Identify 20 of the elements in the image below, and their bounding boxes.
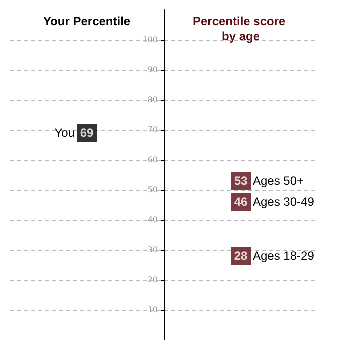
x-tick-label: Percentile score by age (192, 14, 290, 44)
data-label: 28 (234, 249, 248, 263)
y-tick-label: 70 (148, 126, 158, 134)
y-tick-label: 90 (148, 66, 158, 74)
data-label: 46 (234, 195, 248, 209)
data-label: 69 (80, 126, 94, 140)
series-label: Ages 18-29 (253, 249, 315, 263)
y-tick-label: 80 (148, 96, 158, 104)
y-tick-label: 40 (148, 216, 158, 224)
data-label: 53 (234, 174, 248, 188)
series-label: Ages 30-49 (253, 195, 315, 209)
series-label: Ages 50+ (253, 174, 304, 188)
y-tick-label: 100 (142, 36, 158, 44)
y-tick-label: 20 (148, 276, 158, 284)
y-tick-label: 10 (148, 306, 158, 314)
y-tick-label: 30 (148, 246, 158, 254)
y-tick-label: 60 (148, 156, 158, 164)
x-tick-label: Your Percentile (43, 14, 131, 28)
series-label: You (54, 126, 75, 140)
y-tick-label: 50 (148, 186, 158, 194)
